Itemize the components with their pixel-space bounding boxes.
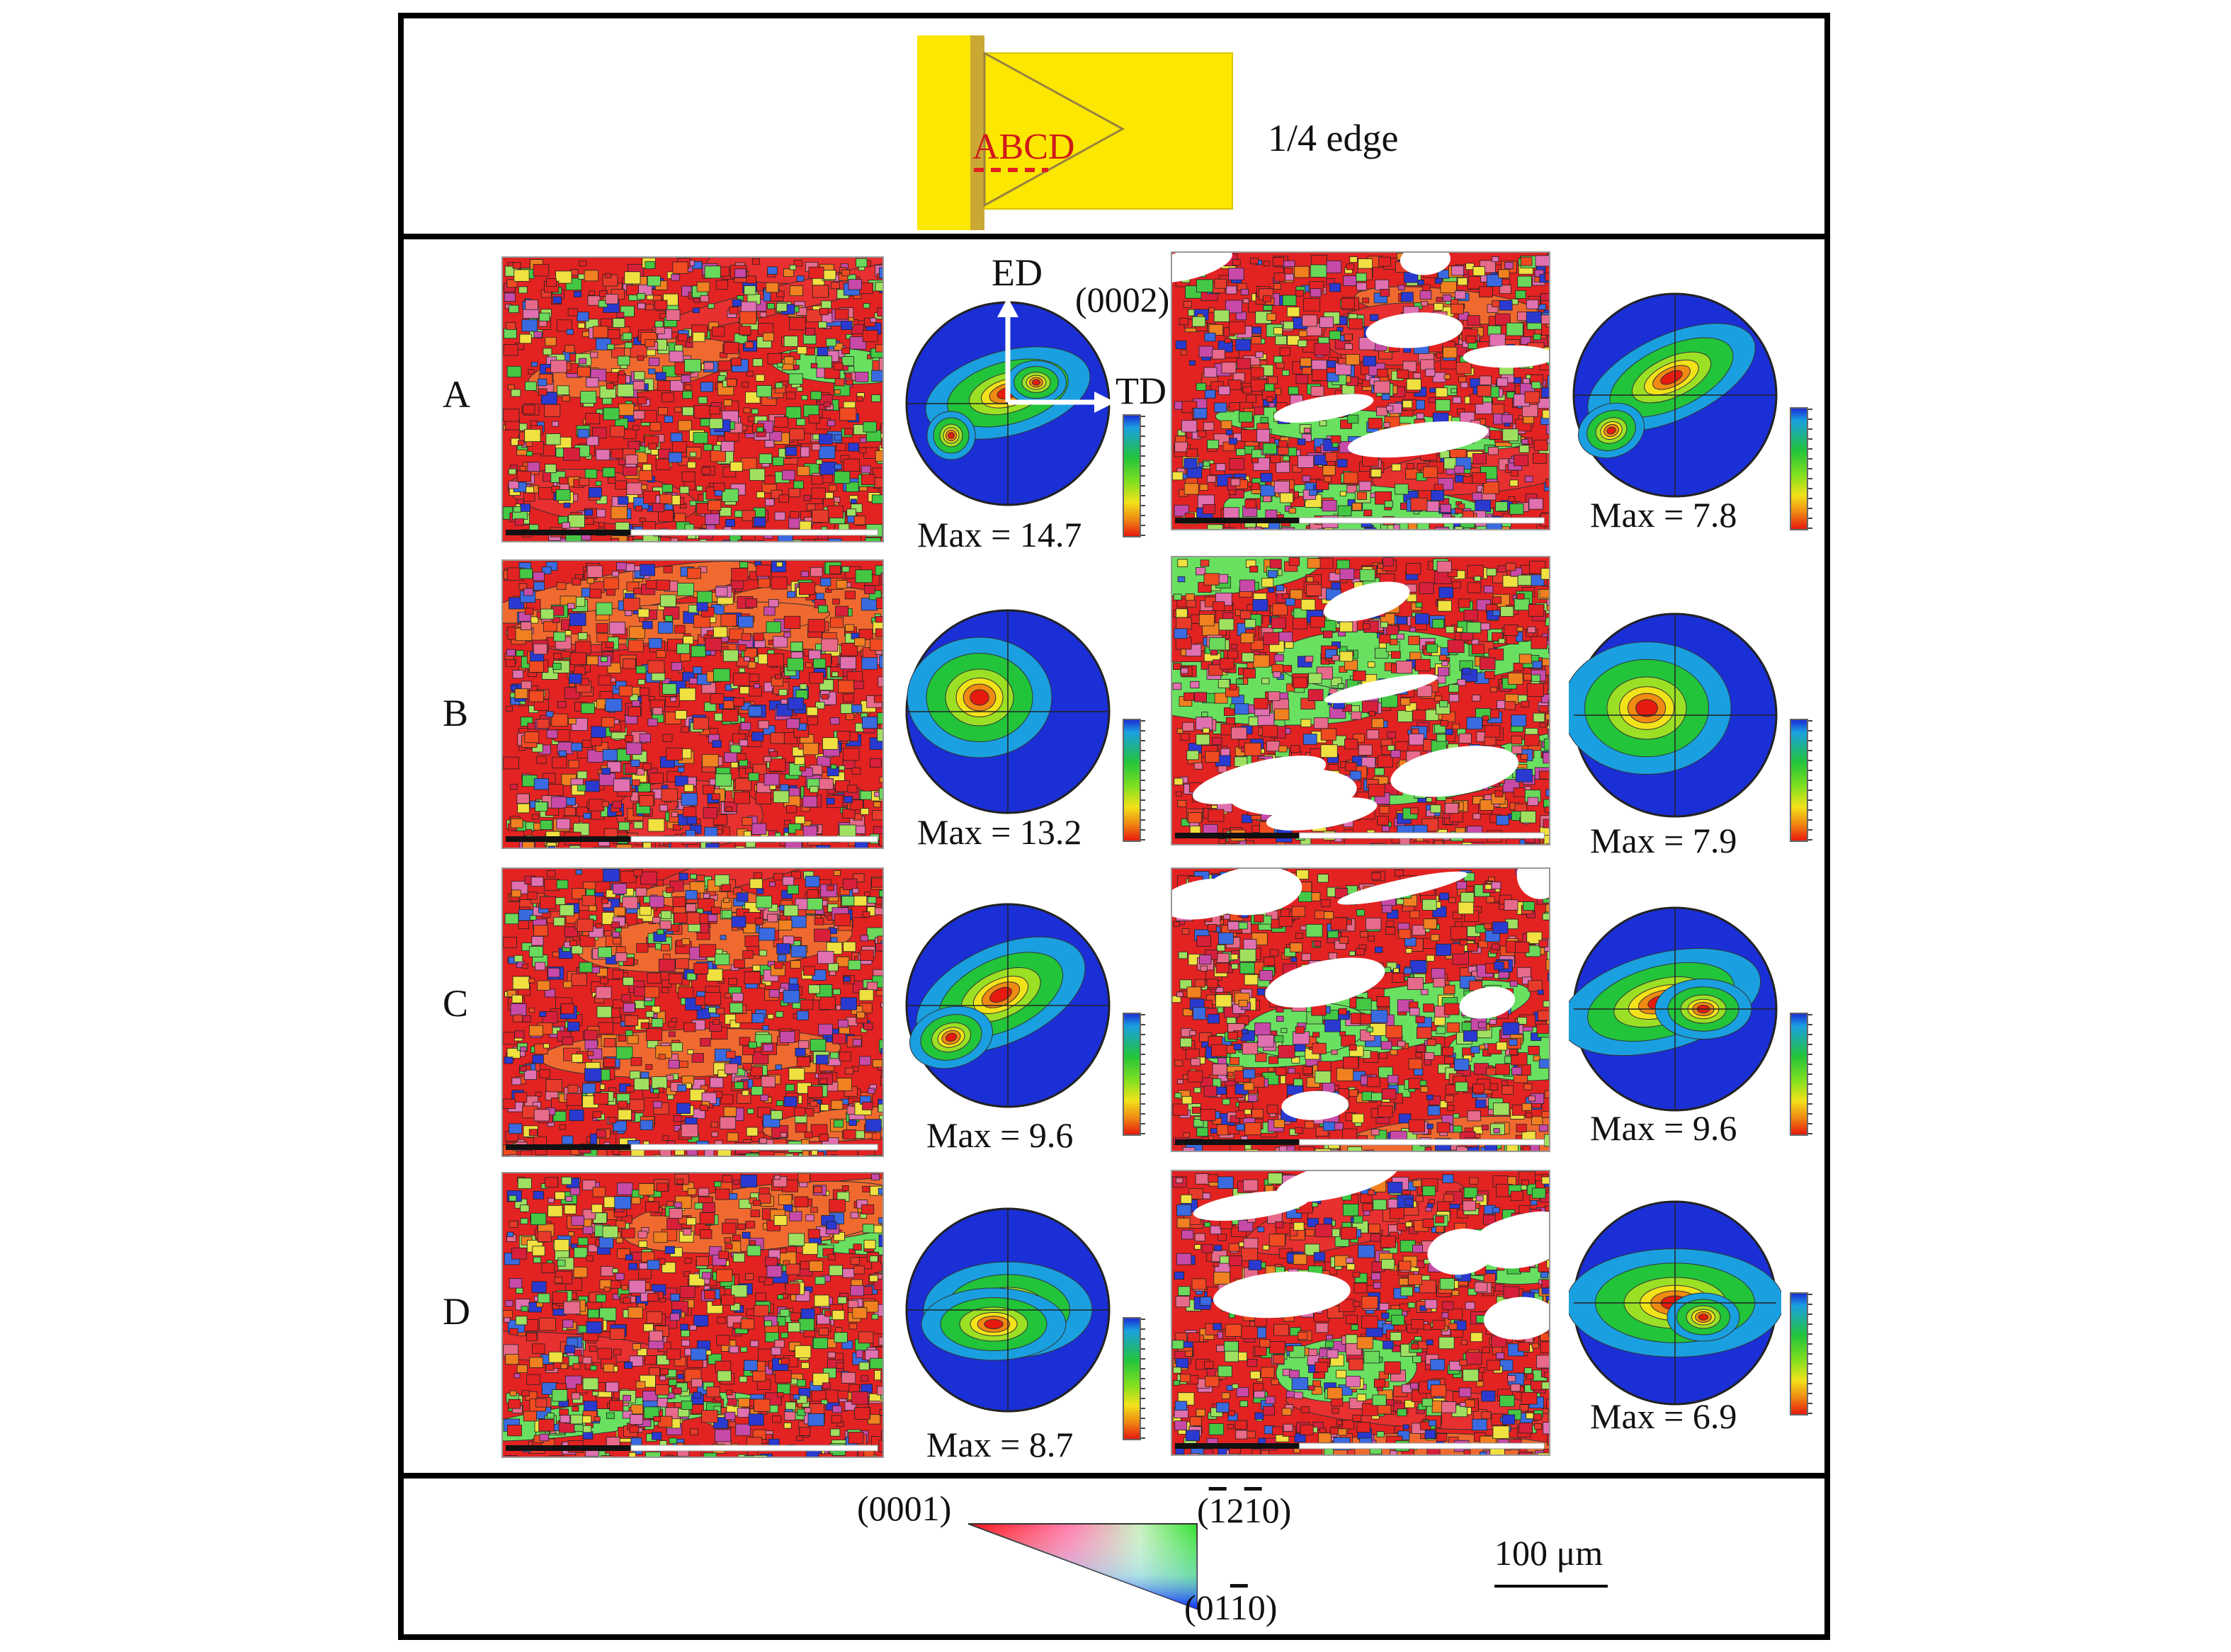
pole-figure-a-right xyxy=(1572,292,1778,498)
position-label: 1/4 edge xyxy=(1268,117,1399,159)
pole-figure-c-right xyxy=(1569,906,1778,1112)
figure-frame xyxy=(398,13,1830,1640)
ebsd-map-a-left xyxy=(501,256,884,542)
ipf-legend-triangle xyxy=(967,1523,1198,1610)
row-label-b: B xyxy=(443,692,469,734)
max-label-b-left: Max = 13.2 xyxy=(917,812,1082,852)
intensity-colorbar xyxy=(1123,414,1145,537)
pole-figure-b-left xyxy=(905,609,1111,814)
ebsd-map-d-right xyxy=(1171,1170,1550,1456)
divider-bottom xyxy=(398,1473,1830,1479)
max-label-b-right: Max = 7.9 xyxy=(1590,821,1737,860)
plane-label: (0002) xyxy=(1075,280,1170,319)
scale-bar xyxy=(1494,1585,1608,1588)
row-label-c: C xyxy=(443,982,469,1025)
sample-points-label: ABCD xyxy=(972,127,1075,167)
intensity-colorbar xyxy=(1790,1013,1812,1136)
max-label-a-left: Max = 14.7 xyxy=(917,515,1082,554)
intensity-colorbar xyxy=(1123,1013,1145,1136)
ipf-corner-0110: (0110) xyxy=(1184,1588,1278,1627)
ebsd-map-b-right xyxy=(1171,556,1550,845)
divider-top xyxy=(398,234,1830,239)
scale-bar-label: 100 μm xyxy=(1494,1533,1603,1573)
ebsd-map-c-left xyxy=(501,867,884,1157)
pole-figure-d-right xyxy=(1569,1200,1781,1406)
ebsd-map-a-right xyxy=(1171,251,1550,530)
max-label-c-right: Max = 9.6 xyxy=(1590,1108,1737,1148)
max-label-d-left: Max = 8.7 xyxy=(926,1425,1074,1464)
row-label-d: D xyxy=(443,1290,470,1333)
axis-label-td: TD xyxy=(1116,370,1166,412)
ebsd-map-c-right xyxy=(1171,867,1550,1152)
max-label-c-left: Max = 9.6 xyxy=(926,1115,1074,1155)
max-label-d-right: Max = 6.9 xyxy=(1590,1396,1737,1436)
sample-schematic xyxy=(917,35,1236,230)
intensity-colorbar xyxy=(1790,407,1812,530)
pole-figure-b-right xyxy=(1569,613,1778,818)
intensity-colorbar xyxy=(1123,1317,1145,1440)
intensity-colorbar xyxy=(1790,719,1812,842)
axis-arrows xyxy=(997,297,1116,413)
intensity-colorbar xyxy=(1790,1292,1812,1415)
ipf-corner-0001: (0001) xyxy=(857,1488,952,1528)
row-label-a: A xyxy=(443,373,470,416)
ebsd-map-d-left xyxy=(501,1172,884,1458)
pole-figure-d-left xyxy=(905,1207,1111,1413)
max-label-a-right: Max = 7.8 xyxy=(1590,495,1737,535)
intensity-colorbar xyxy=(1123,719,1145,842)
pole-figure-c-left xyxy=(905,903,1111,1108)
ebsd-map-b-left xyxy=(501,559,884,849)
ipf-corner-1210: (1210) xyxy=(1197,1491,1292,1530)
axis-label-ed: ED xyxy=(992,251,1043,294)
